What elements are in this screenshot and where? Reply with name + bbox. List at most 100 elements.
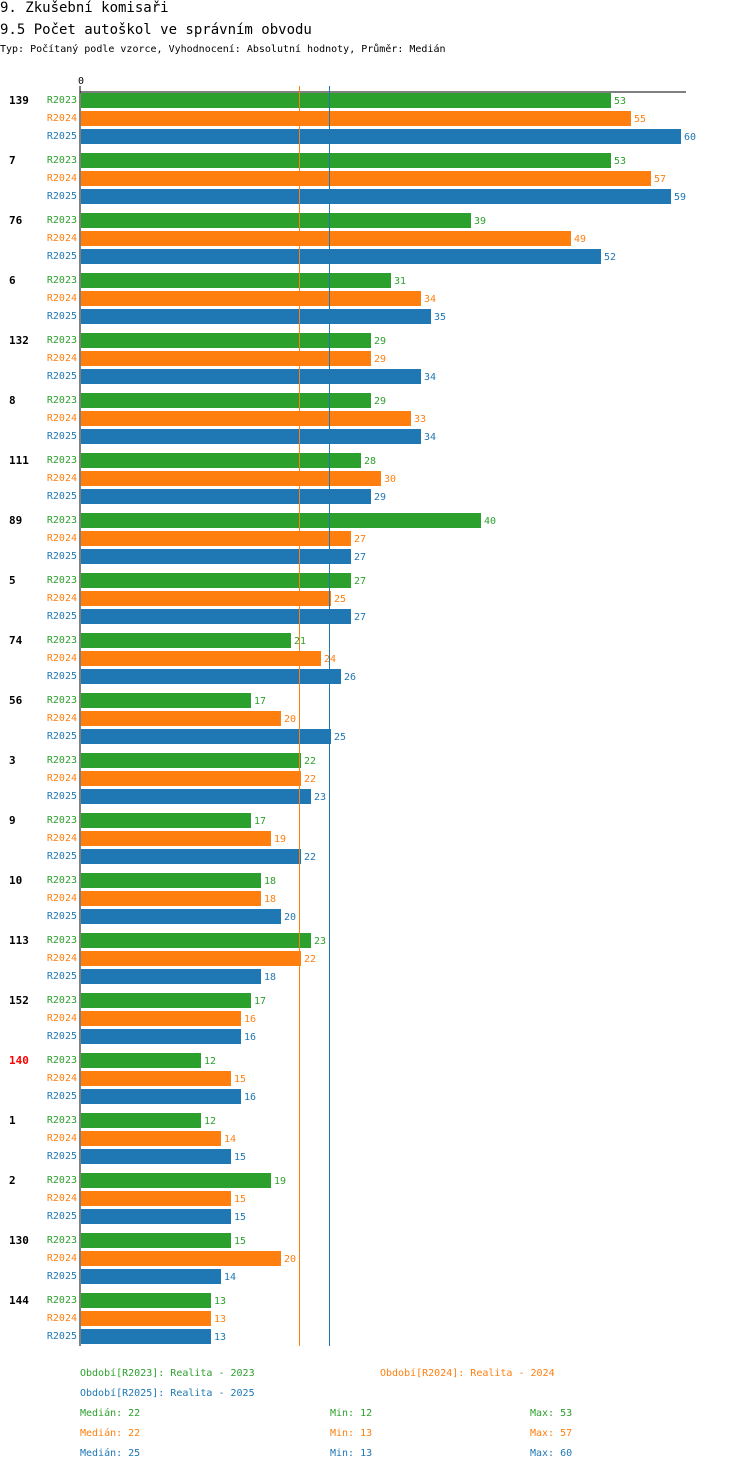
data-label: 15 <box>234 1152 246 1163</box>
category-label: 74 <box>9 634 23 647</box>
stat-max-r2023: Max: 53 <box>530 1408 573 1419</box>
series-label: R2024 <box>47 713 77 724</box>
series-label: R2025 <box>47 131 77 142</box>
data-label: 20 <box>284 714 296 725</box>
bar-r2025 <box>81 969 261 984</box>
bar-r2024 <box>81 1311 211 1326</box>
page-title: 9. Zkušební komisaři <box>0 0 169 16</box>
data-label: 29 <box>374 354 386 365</box>
bar-r2024 <box>81 111 631 126</box>
bar-r2023 <box>81 153 611 168</box>
data-label: 12 <box>204 1056 216 1067</box>
category-label: 76 <box>9 214 23 227</box>
series-label: R2023 <box>47 515 77 526</box>
data-label: 33 <box>414 414 426 425</box>
data-label: 18 <box>264 972 276 983</box>
bar-r2024 <box>81 531 351 546</box>
data-label: 13 <box>214 1332 226 1343</box>
data-label: 53 <box>614 156 626 167</box>
bar-r2024 <box>81 1251 281 1266</box>
data-label: 34 <box>424 294 436 305</box>
category-label: 152 <box>9 994 29 1007</box>
series-label: R2024 <box>47 1013 77 1024</box>
category-label: 111 <box>9 454 29 467</box>
data-label: 57 <box>654 174 666 185</box>
bar-r2025 <box>81 1209 231 1224</box>
data-label: 29 <box>374 396 386 407</box>
data-label: 17 <box>254 996 266 1007</box>
stat-median-r2025: Medián: 25 <box>80 1448 141 1459</box>
series-label: R2023 <box>47 755 77 766</box>
data-label: 30 <box>384 474 396 485</box>
series-label: R2024 <box>47 533 77 544</box>
series-label: R2024 <box>47 353 77 364</box>
category-label: 130 <box>9 1234 29 1247</box>
bar-r2024 <box>81 231 571 246</box>
series-label: R2023 <box>47 275 77 286</box>
data-label: 35 <box>434 312 446 323</box>
bar-r2025 <box>81 249 601 264</box>
data-label: 22 <box>304 852 316 863</box>
bar-r2023 <box>81 333 371 348</box>
data-label: 18 <box>264 876 276 887</box>
series-label: R2023 <box>47 155 77 166</box>
bar-r2024 <box>81 171 651 186</box>
data-label: 12 <box>204 1116 216 1127</box>
series-label: R2023 <box>47 935 77 946</box>
data-label: 18 <box>264 894 276 905</box>
series-label: R2024 <box>47 593 77 604</box>
data-label: 23 <box>314 936 326 947</box>
bar-r2024 <box>81 1071 231 1086</box>
bar-r2025 <box>81 1269 221 1284</box>
data-label: 23 <box>314 792 326 803</box>
data-label: 31 <box>394 276 406 287</box>
data-label: 15 <box>234 1074 246 1085</box>
bar-r2023 <box>81 453 361 468</box>
bar-r2024 <box>81 711 281 726</box>
bar-r2025 <box>81 129 681 144</box>
bar-r2023 <box>81 1173 271 1188</box>
series-label: R2024 <box>47 293 77 304</box>
category-label: 113 <box>9 934 29 947</box>
bar-r2024 <box>81 951 301 966</box>
bar-r2025 <box>81 849 301 864</box>
bar-r2025 <box>81 609 351 624</box>
series-label: R2023 <box>47 1115 77 1126</box>
series-label: R2025 <box>47 791 77 802</box>
x-axis-tick-label: 0 <box>78 76 84 87</box>
series-label: R2024 <box>47 1253 77 1264</box>
series-label: R2023 <box>47 875 77 886</box>
data-label: 28 <box>364 456 376 467</box>
bar-r2023 <box>81 693 251 708</box>
category-label: 1 <box>9 1114 16 1127</box>
bar-r2025 <box>81 1089 241 1104</box>
series-label: R2023 <box>47 815 77 826</box>
bar-r2025 <box>81 369 421 384</box>
series-label: R2025 <box>47 1151 77 1162</box>
bar-r2025 <box>81 309 431 324</box>
bar-r2025 <box>81 429 421 444</box>
bar-r2023 <box>81 273 391 288</box>
bar-r2024 <box>81 591 331 606</box>
series-label: R2025 <box>47 671 77 682</box>
data-label: 59 <box>674 192 686 203</box>
bar-r2024 <box>81 891 261 906</box>
series-label: R2023 <box>47 395 77 406</box>
series-label: R2024 <box>47 893 77 904</box>
bar-r2024 <box>81 831 271 846</box>
legend-item-r2024: Období[R2024]: Realita - 2024 <box>380 1368 555 1379</box>
chart-description: Typ: Počítaný podle vzorce, Vyhodnocení:… <box>0 44 446 55</box>
stat-median-r2024: Medián: 22 <box>80 1428 141 1439</box>
series-label: R2023 <box>47 1235 77 1246</box>
bar-r2023 <box>81 1053 201 1068</box>
bar-r2023 <box>81 213 471 228</box>
bar-r2024 <box>81 351 371 366</box>
series-label: R2024 <box>47 233 77 244</box>
data-label: 19 <box>274 834 286 845</box>
series-label: R2024 <box>47 1193 77 1204</box>
category-label: 7 <box>9 154 16 167</box>
series-label: R2024 <box>47 1073 77 1084</box>
data-label: 52 <box>604 252 616 263</box>
bar-r2025 <box>81 729 331 744</box>
bar-r2025 <box>81 189 671 204</box>
